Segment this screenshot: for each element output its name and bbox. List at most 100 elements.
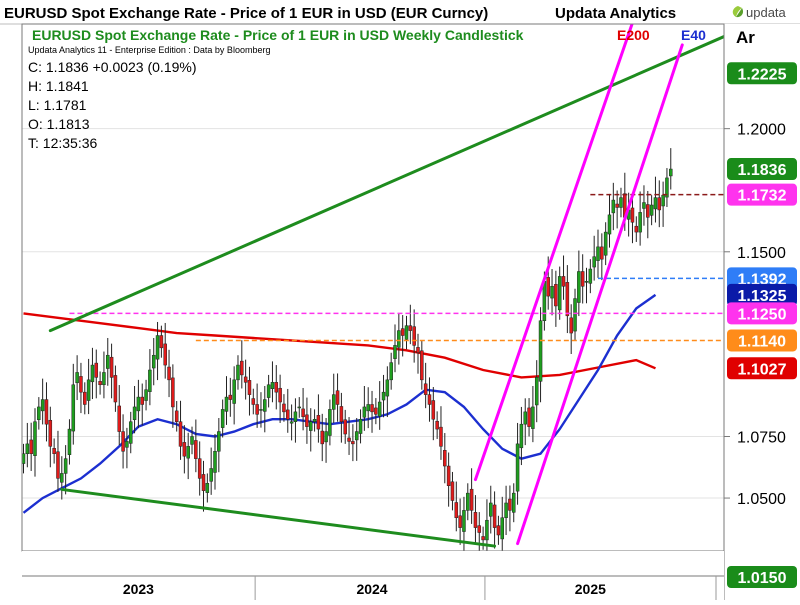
candle — [584, 267, 589, 304]
candle — [328, 399, 332, 446]
candle — [573, 288, 577, 341]
candle — [642, 185, 646, 226]
candle — [649, 195, 654, 226]
candle — [109, 343, 114, 399]
x-tick-label: 2025 — [575, 581, 606, 597]
updata-leaf-icon — [732, 6, 744, 18]
candle-body — [339, 406, 344, 422]
candle-body — [603, 231, 608, 256]
trendline — [473, 24, 634, 482]
candle-body — [293, 411, 298, 422]
candle-body — [320, 430, 324, 445]
candle-body — [420, 350, 424, 381]
y-axis-unit-label: Ar — [736, 28, 755, 47]
price-label-box — [727, 357, 797, 380]
candle-body — [649, 204, 654, 216]
candle-body — [515, 443, 520, 492]
candle-body — [117, 405, 121, 432]
readout-close: C: 1.1836 +0.0023 (0.19%) — [28, 59, 197, 75]
price-label: 1.1027 — [727, 357, 797, 380]
candle-body — [316, 415, 321, 430]
candle — [48, 406, 53, 468]
candle-body — [301, 408, 305, 418]
candle — [251, 388, 256, 415]
candle — [197, 441, 202, 496]
candle-body — [489, 502, 493, 517]
y-tick-layer: 1.2000 1.1500 1.0750 1.0500 — [724, 122, 786, 508]
candle — [580, 254, 585, 304]
candle-body — [148, 369, 152, 392]
updata-logo-text: updata — [746, 5, 787, 20]
candle — [370, 390, 374, 433]
candle-body — [266, 384, 271, 398]
candle — [450, 471, 455, 511]
x-tick-label: 2023 — [123, 581, 154, 597]
candle — [194, 419, 198, 473]
price-label-box — [727, 329, 797, 352]
candle — [56, 430, 60, 492]
candle-body — [331, 394, 336, 410]
candle — [305, 397, 309, 444]
candle-body — [646, 204, 650, 218]
candle-body — [596, 246, 600, 261]
candle-body — [174, 410, 179, 422]
candle-body — [592, 256, 596, 268]
candle-body — [565, 282, 570, 317]
candle — [588, 259, 593, 294]
candle — [351, 424, 355, 462]
candle-body — [297, 406, 302, 409]
candle — [611, 182, 616, 231]
candle-body — [63, 458, 68, 474]
legend-e40: E40 — [681, 27, 706, 43]
candle-body — [351, 441, 355, 445]
candle — [155, 321, 160, 381]
candle — [443, 433, 447, 484]
candle — [274, 365, 279, 410]
x-axis: 2023 2024 2025 — [22, 551, 724, 600]
candle-body — [209, 468, 213, 482]
candle-body — [508, 498, 512, 511]
candle-body — [194, 440, 198, 459]
candle — [596, 229, 600, 278]
candle-body — [358, 419, 363, 434]
candle-body — [37, 406, 41, 420]
candle — [213, 434, 217, 490]
candle — [29, 422, 33, 471]
candle — [182, 425, 187, 474]
legend-e200: E200 — [617, 27, 650, 43]
candle-body — [423, 383, 428, 395]
candle-body — [278, 387, 282, 403]
candle-body — [213, 451, 217, 473]
x-tick-label: 2024 — [356, 581, 387, 597]
candle — [477, 512, 482, 554]
candle-body — [286, 409, 290, 420]
candle — [44, 382, 49, 442]
candle — [431, 386, 436, 441]
candle — [381, 374, 386, 418]
candle — [40, 378, 45, 425]
candle-body — [619, 197, 623, 208]
candle — [347, 417, 351, 455]
candle-body — [546, 277, 550, 297]
candle — [335, 373, 340, 422]
trendline-layer — [48, 24, 724, 548]
candle — [113, 365, 118, 412]
candle-body — [439, 426, 443, 447]
candle-body — [151, 354, 156, 369]
candle — [52, 438, 56, 464]
candle — [665, 168, 669, 207]
candle — [354, 418, 359, 461]
price-label: 1.1140 — [727, 329, 797, 352]
candle — [174, 401, 179, 432]
candle — [71, 363, 76, 445]
candle-body — [102, 372, 106, 386]
candle — [657, 180, 662, 228]
price-label: 1.1732 — [727, 183, 797, 206]
candle-body — [427, 394, 432, 405]
candle-body — [362, 406, 367, 418]
candle — [266, 374, 271, 408]
candle — [79, 362, 83, 414]
y-tick-label: 1.2000 — [737, 122, 786, 139]
candle-body — [443, 450, 447, 467]
candle-body — [408, 325, 413, 331]
